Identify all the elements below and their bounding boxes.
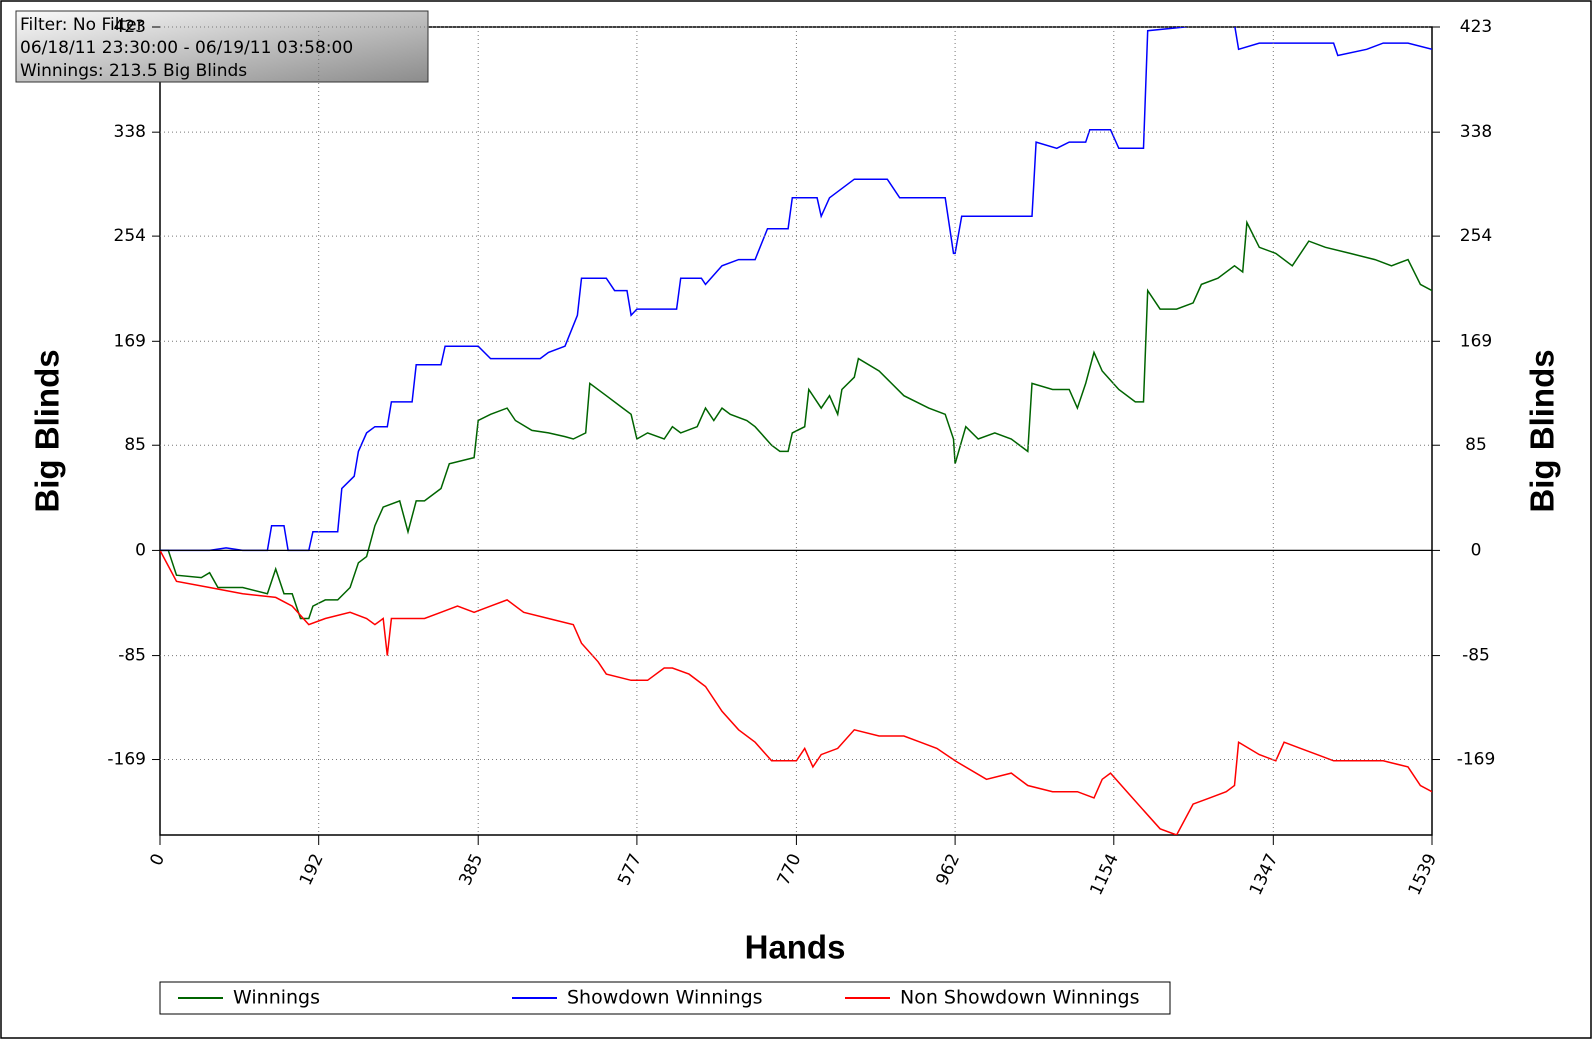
legend-label: Showdown Winnings <box>567 987 763 1009</box>
x-axis-title: Hands <box>745 929 846 966</box>
y-axis-title: Big Blinds <box>29 349 66 512</box>
series-line <box>160 27 1432 552</box>
info-box <box>15 10 429 83</box>
y2-tick-label: -169 <box>1457 750 1496 770</box>
y2-tick-label: 0 <box>1471 540 1482 560</box>
y-tick-label: -85 <box>118 646 146 666</box>
y-tick-label: -169 <box>107 750 146 770</box>
legend-label: Non Showdown Winnings <box>900 987 1140 1009</box>
y2-axis-title: Big Blinds <box>1524 349 1561 512</box>
legend-label: Winnings <box>233 987 320 1009</box>
legend <box>159 981 1171 1015</box>
info-line: 06/18/11 23:30:00 - 06/19/11 03:58:00 <box>20 38 353 58</box>
series-line <box>160 550 1432 835</box>
y2-tick-label: 254 <box>1460 226 1492 246</box>
y2-tick-label: 423 <box>1460 17 1492 37</box>
info-line: Filter: No Filter <box>20 15 144 35</box>
y-tick-label: 85 <box>124 435 146 455</box>
y-tick-label: 338 <box>114 122 146 142</box>
y-tick-label: 254 <box>114 226 146 246</box>
y-tick-label: 423 <box>114 17 146 37</box>
y-tick-label: 0 <box>135 540 146 560</box>
y-tick-label: 169 <box>114 331 146 351</box>
y2-tick-label: 85 <box>1465 435 1487 455</box>
y2-tick-label: -85 <box>1462 646 1490 666</box>
y2-tick-label: 338 <box>1460 122 1492 142</box>
info-line: Winnings: 213.5 Big Blinds <box>20 61 247 81</box>
y2-tick-label: 169 <box>1460 331 1492 351</box>
plot <box>160 27 1432 835</box>
series-line <box>160 219 1432 620</box>
